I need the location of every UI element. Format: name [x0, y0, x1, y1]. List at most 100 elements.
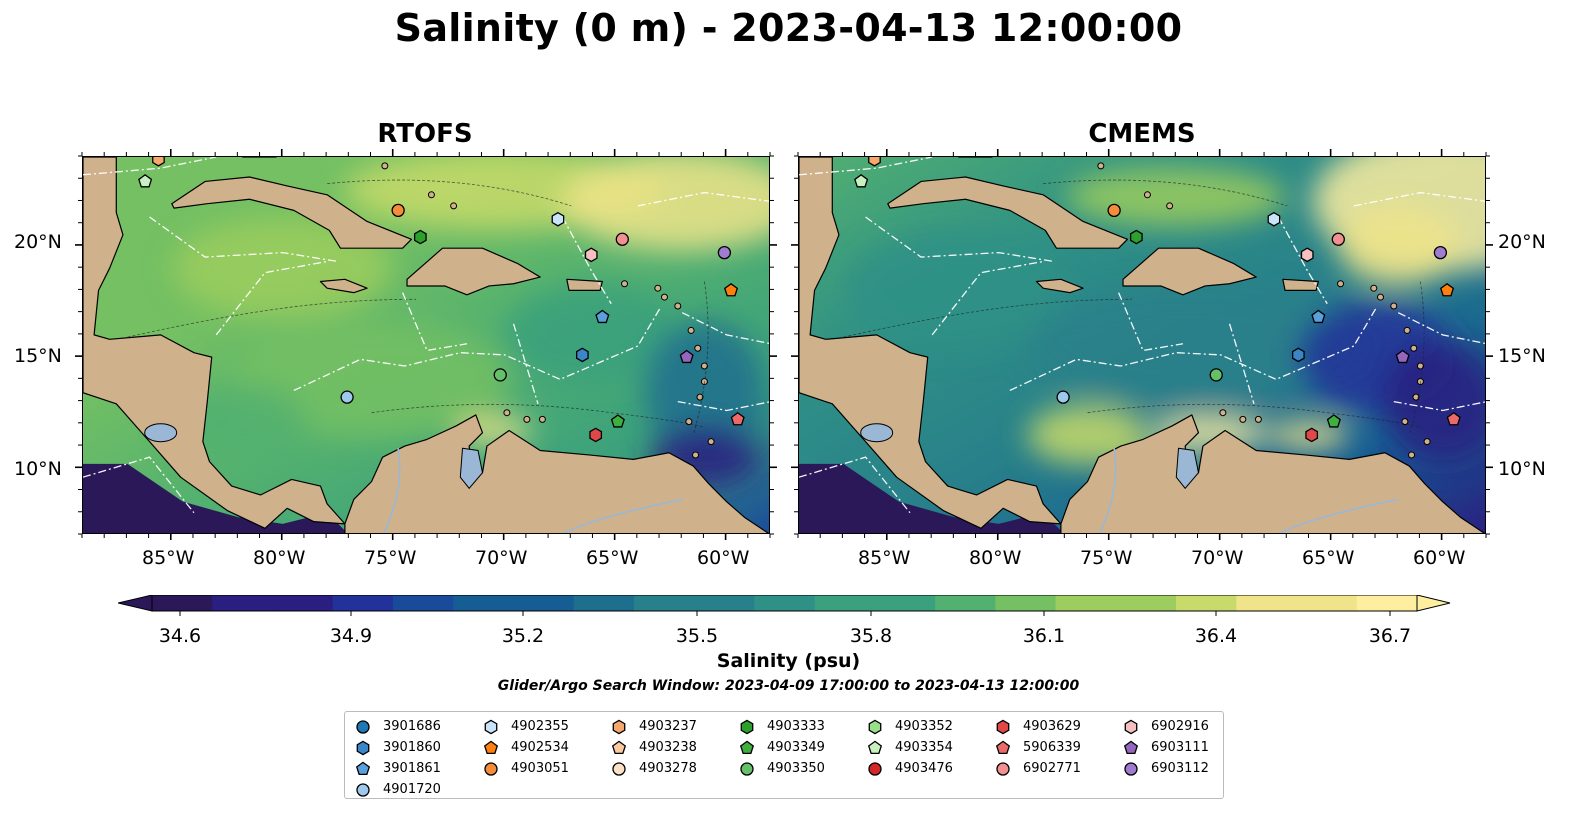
circle-marker-icon — [356, 782, 370, 797]
float-marker-4903350[interactable] — [493, 368, 507, 382]
legend-label: 6903112 — [1151, 761, 1209, 776]
legend-marker-6902771[interactable] — [996, 761, 1010, 776]
legend-marker-4901720[interactable] — [356, 782, 370, 797]
legend-item-5906339[interactable]: 5906339 — [995, 737, 1081, 758]
legend-marker-4902355[interactable] — [484, 719, 498, 734]
float-marker-5906339[interactable] — [730, 411, 745, 426]
legend-marker-4903354[interactable] — [867, 740, 883, 754]
lat-tick-10n-left: 10°N — [14, 458, 62, 480]
legend-label: 6903111 — [1151, 740, 1209, 755]
float-marker-5906339[interactable] — [1446, 411, 1461, 426]
float-marker-4903237[interactable] — [152, 157, 165, 167]
legend-item-6902771[interactable]: 6902771 — [995, 758, 1081, 779]
legend-item-4903352[interactable]: 4903352 — [867, 716, 953, 737]
legend-item-4903629[interactable]: 4903629 — [995, 716, 1081, 737]
panel-title-cmems: CMEMS — [1088, 119, 1196, 149]
float-marker-6902771[interactable] — [615, 232, 629, 246]
legend-marker-4903629[interactable] — [996, 719, 1010, 734]
legend-marker-3901860[interactable] — [356, 740, 370, 755]
float-marker-3901861[interactable] — [1311, 309, 1326, 324]
legend-item-3901686[interactable]: 3901686 — [355, 716, 441, 737]
lon-tick-60w-left: 60°W — [697, 547, 750, 569]
legend-marker-4903333[interactable] — [740, 719, 754, 734]
colorbar-tick-35-2: 35.2 — [501, 625, 545, 647]
legend-marker-4903349[interactable] — [739, 740, 755, 754]
legend-marker-4903476[interactable] — [868, 761, 882, 776]
legend-item-3901860[interactable]: 3901860 — [355, 737, 441, 758]
float-marker-6903112[interactable] — [717, 245, 732, 260]
legend-item-4903354[interactable]: 4903354 — [867, 737, 953, 758]
float-marker-4902355[interactable] — [1267, 211, 1281, 227]
float-marker-4903349[interactable] — [1326, 414, 1341, 428]
float-marker-4903333[interactable] — [413, 229, 427, 245]
legend-marker-5906339[interactable] — [995, 740, 1011, 754]
float-marker-4901720[interactable] — [340, 390, 354, 404]
legend-marker-4903278[interactable] — [612, 761, 626, 776]
legend-item-6903111[interactable]: 6903111 — [1123, 737, 1209, 758]
float-marker-4903051[interactable] — [391, 203, 405, 218]
hexagon-marker-icon — [996, 719, 1010, 734]
legend-item-4903238[interactable]: 4903238 — [611, 737, 697, 758]
float-marker-6903112[interactable] — [1433, 245, 1448, 260]
float-marker-4903354[interactable] — [854, 174, 869, 188]
legend-marker-4903238[interactable] — [611, 740, 627, 754]
float-marker-4901720[interactable] — [1056, 390, 1070, 404]
float-marker-3901861[interactable] — [595, 309, 610, 324]
legend-marker-4903350[interactable] — [740, 761, 754, 776]
legend-item-4902355[interactable]: 4902355 — [483, 716, 569, 737]
legend-marker-4903051[interactable] — [484, 761, 498, 776]
legend-label: 6902771 — [1023, 761, 1081, 776]
colorbar-tick-34-9: 34.9 — [329, 625, 373, 647]
legend-marker-6902916[interactable] — [1124, 719, 1138, 734]
legend-item-4902534[interactable]: 4902534 — [483, 737, 569, 758]
float-marker-6902916[interactable] — [584, 247, 598, 263]
circle-marker-icon — [996, 761, 1010, 776]
float-marker-6903111[interactable] — [1395, 349, 1410, 364]
legend-marker-4903352[interactable] — [868, 719, 882, 734]
legend-item-4903051[interactable]: 4903051 — [483, 758, 569, 779]
legend-column: 6902916 6903111 6903112 — [1123, 716, 1209, 779]
float-marker-4903354[interactable] — [138, 174, 153, 188]
float-marker-4903629[interactable] — [1305, 427, 1319, 443]
legend-label: 4903333 — [767, 719, 825, 734]
map-cmems[interactable] — [798, 156, 1486, 534]
legend-item-4903278[interactable]: 4903278 — [611, 758, 697, 779]
legend-marker-3901686[interactable] — [356, 719, 370, 734]
float-marker-3901860[interactable] — [575, 347, 589, 363]
legend-marker-3901861[interactable] — [355, 761, 371, 775]
float-marker-4903333[interactable] — [1129, 229, 1143, 245]
lat-tick-20n-left: 20°N — [14, 231, 62, 253]
legend-item-4903349[interactable]: 4903349 — [739, 737, 825, 758]
float-marker-4903237[interactable] — [868, 157, 881, 167]
lon-tick-75w-right: 75°W — [1080, 547, 1133, 569]
legend-item-4901720[interactable]: 4901720 — [355, 779, 441, 800]
legend-label: 4903352 — [895, 719, 953, 734]
float-marker-4902355[interactable] — [551, 211, 565, 227]
float-marker-4903349[interactable] — [610, 414, 625, 428]
circle-marker-icon — [484, 761, 498, 776]
legend-item-4903237[interactable]: 4903237 — [611, 716, 697, 737]
legend-marker-6903111[interactable] — [1123, 740, 1139, 754]
legend-item-4903333[interactable]: 4903333 — [739, 716, 825, 737]
float-marker-4903629[interactable] — [589, 427, 603, 443]
float-marker-4903350[interactable] — [1209, 368, 1223, 382]
float-marker-6903111[interactable] — [679, 349, 694, 364]
map-rtofs[interactable] — [82, 156, 770, 534]
legend-item-6902916[interactable]: 6902916 — [1123, 716, 1209, 737]
float-marker-6902916[interactable] — [1300, 247, 1314, 263]
legend-marker-6903112[interactable] — [1124, 761, 1138, 776]
legend-item-4903350[interactable]: 4903350 — [739, 758, 825, 779]
lon-tick-85w-right: 85°W — [858, 547, 911, 569]
pentagon-marker-icon — [1123, 740, 1139, 754]
float-legend: 3901686 3901860 3901861 4901720 4902355 49025… — [344, 711, 1224, 799]
float-marker-6902771[interactable] — [1331, 232, 1345, 246]
float-marker-4902534[interactable] — [724, 283, 739, 297]
float-marker-4902534[interactable] — [1440, 283, 1455, 297]
legend-marker-4903237[interactable] — [612, 719, 626, 734]
float-marker-4903051[interactable] — [1107, 203, 1121, 218]
legend-item-3901861[interactable]: 3901861 — [355, 758, 441, 779]
float-marker-3901860[interactable] — [1291, 347, 1305, 363]
legend-marker-4902534[interactable] — [483, 740, 499, 754]
legend-item-4903476[interactable]: 4903476 — [867, 758, 953, 779]
legend-item-6903112[interactable]: 6903112 — [1123, 758, 1209, 779]
